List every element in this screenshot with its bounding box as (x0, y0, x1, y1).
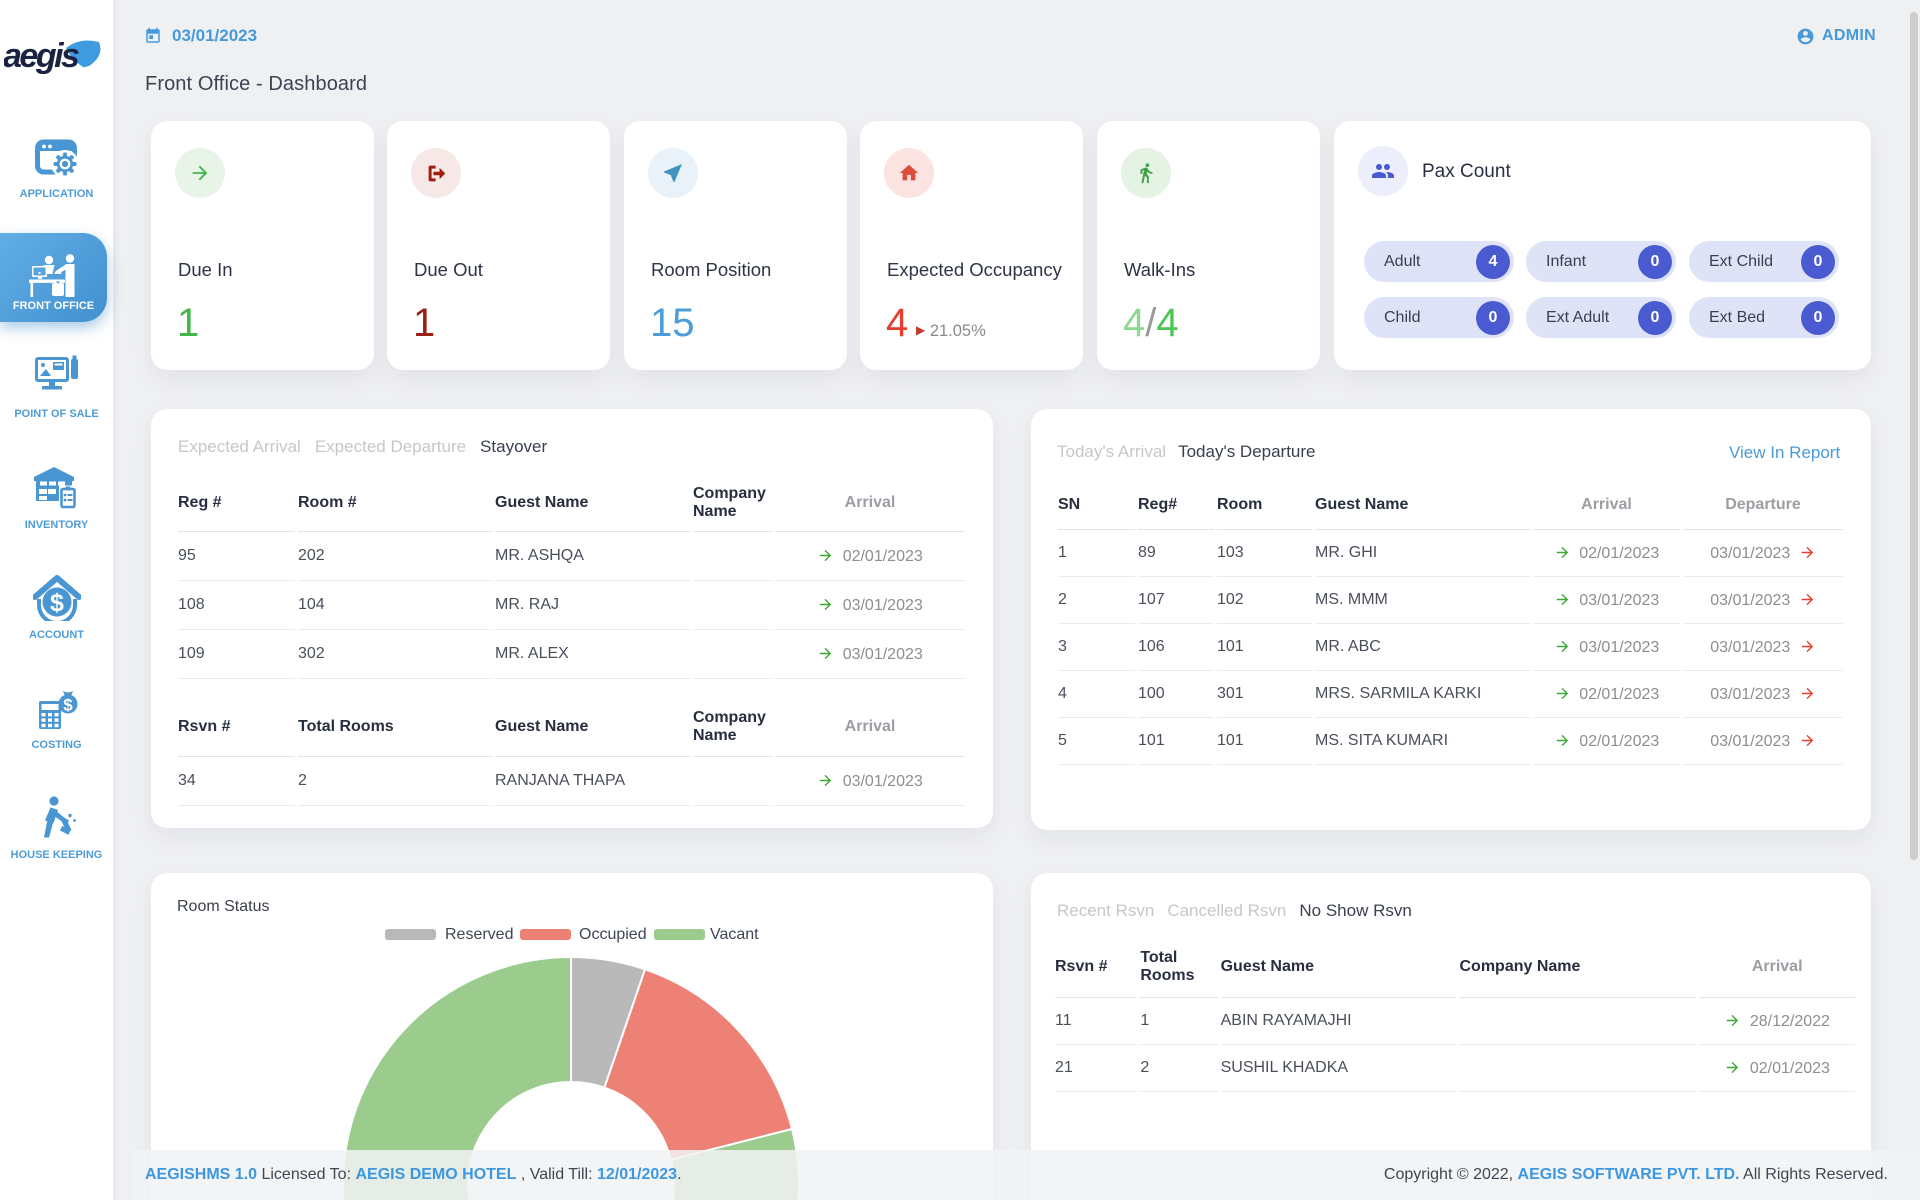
svg-text:aegis: aegis (4, 38, 79, 74)
svg-text:$: $ (63, 696, 73, 715)
svg-text:$: $ (50, 589, 64, 617)
